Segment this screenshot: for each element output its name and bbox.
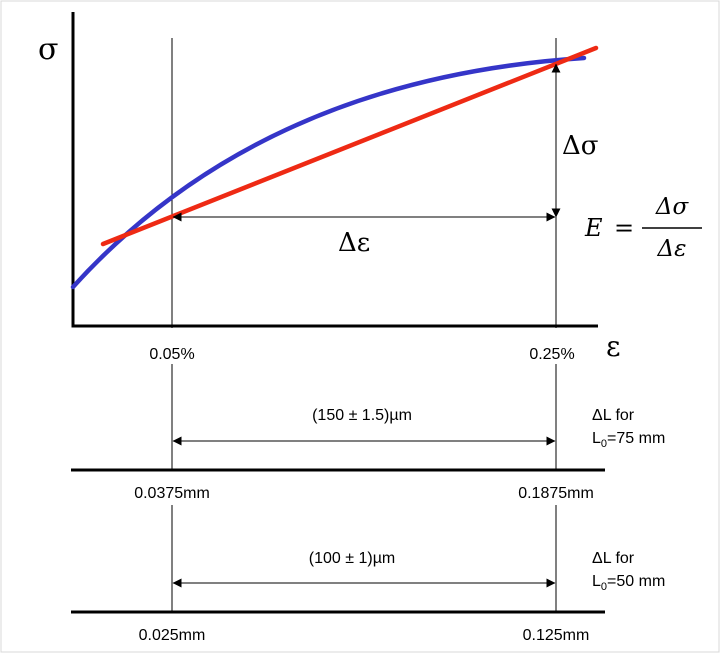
elongation-label-right: 0.125mm: [523, 627, 590, 644]
delta-epsilon-label: Δε: [338, 228, 370, 258]
secant-line: [100, 45, 599, 247]
delta-l-label: ΔL for: [592, 407, 635, 424]
formula-equals: =: [614, 214, 634, 242]
formula-numerator: Δσ: [655, 194, 690, 220]
gauge-row-50mm: (100 ± 1)µm ΔL for L0=50 mm 0.025mm 0.12…: [71, 550, 665, 644]
formula-denominator: Δε: [657, 236, 687, 262]
elongation-span-label: (100 ± 1)µm: [309, 550, 395, 567]
strain-label-right: 0.25%: [529, 346, 574, 363]
gauge-row-75mm: (150 ± 1.5)µm ΔL for L0=75 mm 0.0375mm 0…: [71, 407, 665, 502]
elongation-label-right: 0.1875mm: [518, 485, 594, 502]
gauge-length-label: L0=75 mm: [592, 430, 665, 450]
elongation-label-left: 0.025mm: [139, 627, 206, 644]
modulus-formula: E = Δσ Δε: [584, 194, 702, 262]
gauge-length-label: L0=50 mm: [592, 573, 665, 593]
elongation-span-label: (150 ± 1.5)µm: [312, 407, 412, 424]
formula-lhs: E: [584, 214, 603, 242]
elongation-label-left: 0.0375mm: [134, 485, 210, 502]
x-axis-symbol: ε: [606, 330, 621, 363]
delta-sigma-label: Δσ: [562, 131, 599, 161]
y-axis-symbol: σ: [38, 32, 58, 67]
stress-strain-curve: [70, 55, 587, 290]
strain-label-left: 0.05%: [149, 346, 194, 363]
delta-l-label: ΔL for: [592, 550, 635, 567]
